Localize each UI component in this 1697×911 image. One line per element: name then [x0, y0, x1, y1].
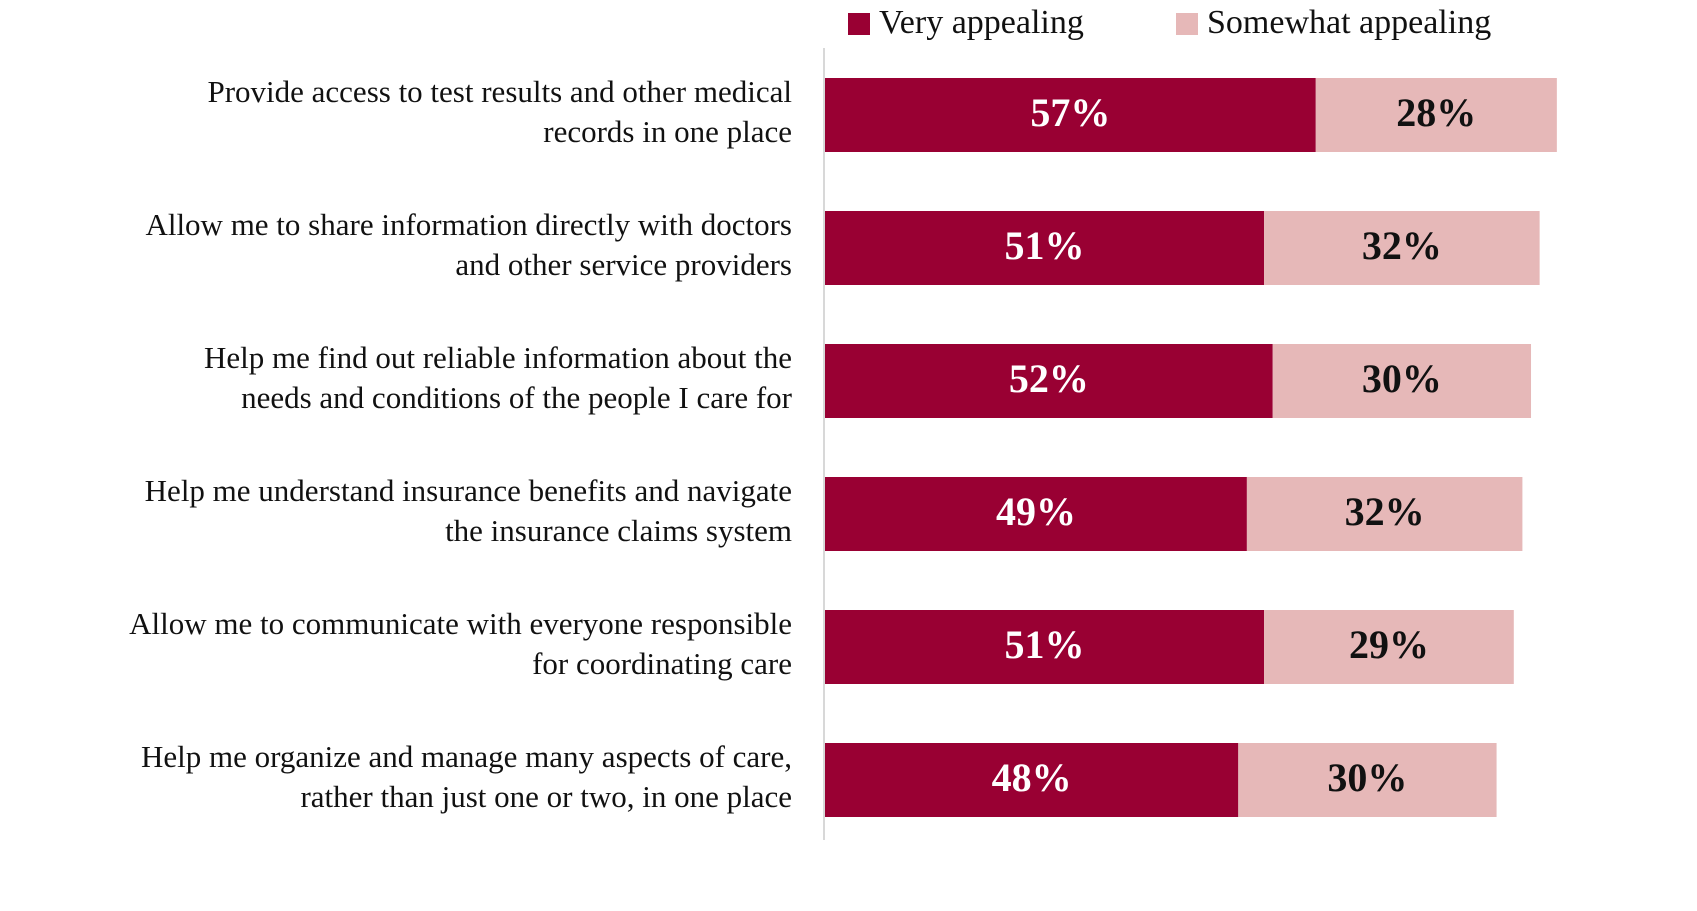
- value-label: 52%: [1009, 356, 1089, 401]
- legend-swatch: [1176, 13, 1198, 35]
- bar-segment: [1246, 477, 1523, 551]
- category-label: Help me find out reliable information ab…: [204, 340, 793, 415]
- category-label: Help me organize and manage many aspects…: [141, 739, 792, 814]
- bar-segment: [825, 743, 1239, 817]
- value-label: 57%: [1030, 90, 1110, 135]
- bar-segment: [825, 477, 1247, 551]
- value-label: 29%: [1349, 622, 1429, 667]
- category-label: Allow me to communicate with everyone re…: [129, 606, 792, 681]
- value-label: 51%: [1005, 223, 1085, 268]
- value-label: 28%: [1396, 90, 1476, 135]
- value-label: 48%: [992, 755, 1072, 800]
- bar-segment: [1272, 344, 1532, 418]
- category-label: Allow me to share information directly w…: [145, 207, 792, 282]
- legend-label: Very appealing: [879, 4, 1084, 41]
- value-label: 30%: [1327, 755, 1407, 800]
- bar-segment: [825, 610, 1265, 684]
- category-label: Provide access to test results and other…: [207, 74, 792, 149]
- legend-swatch: [848, 13, 870, 35]
- bar-segment: [825, 78, 1316, 152]
- value-label: 30%: [1362, 356, 1442, 401]
- legend-label: Somewhat appealing: [1207, 4, 1491, 41]
- bar-segment: [1315, 78, 1557, 152]
- bar-segment: [825, 211, 1265, 285]
- value-label: 32%: [1362, 223, 1442, 268]
- value-label: 51%: [1005, 622, 1085, 667]
- value-label: 32%: [1345, 489, 1425, 534]
- value-label: 49%: [996, 489, 1076, 534]
- category-label: Help me understand insurance benefits an…: [145, 473, 792, 548]
- bar-segment: [1264, 211, 1540, 285]
- bar-segment: [1238, 743, 1497, 817]
- bar-segment: [825, 344, 1273, 418]
- bar-segment: [1264, 610, 1514, 684]
